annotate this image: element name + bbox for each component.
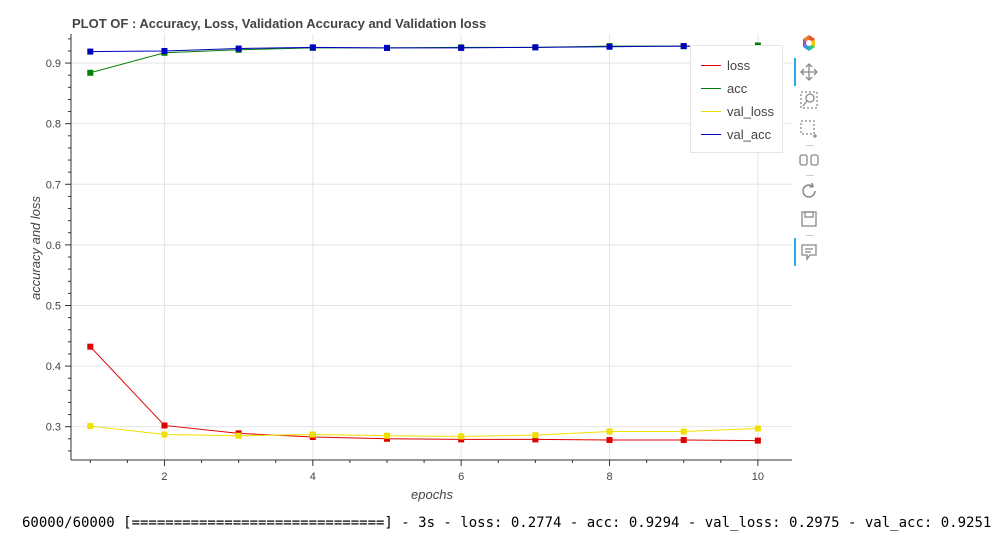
series-line-val-loss [90,425,758,437]
y-tick-label: 0.9 [46,58,61,70]
toolbar-separator-2 [806,175,814,176]
y-axis-label: accuracy and loss [28,195,43,300]
legend-swatch-loss [701,64,721,66]
plot-toolbar [794,32,824,272]
x-tick-label: 6 [458,471,464,483]
series-line-acc [90,45,758,74]
y-tick-label: 0.6 [46,240,61,252]
data-point-val-acc[interactable] [532,44,539,51]
data-point-val-acc[interactable] [87,48,94,55]
data-point-val-loss[interactable] [161,431,168,438]
pan-active-indicator [794,58,796,86]
wheel-zoom-icon[interactable] [798,89,820,111]
legend-item-val-acc[interactable]: val_acc [701,124,771,144]
training-log-line: 60000/60000 [===========================… [22,515,992,531]
data-point-loss[interactable] [680,437,687,444]
grid [71,34,792,460]
series-line-loss [89,346,758,442]
chart-title: PLOT OF : Accuracy, Loss, Validation Acc… [72,16,486,31]
data-point-val-loss[interactable] [458,433,465,440]
x-axis-label: epochs [411,487,453,502]
hover-icon[interactable] [798,241,820,263]
save-icon[interactable] [798,208,820,230]
box-zoom-icon[interactable] [798,118,820,140]
x-tick-label: 8 [606,471,612,483]
legend-swatch-val-loss [701,110,721,112]
data-point-val-acc[interactable] [606,43,613,50]
legend: loss acc val_loss val_acc [690,45,783,153]
pan-icon[interactable] [798,61,820,83]
data-point-val-acc[interactable] [235,45,242,52]
data-point-loss[interactable] [87,343,94,350]
legend-label-val-acc: val_acc [727,126,772,142]
legend-swatch-acc [701,87,721,89]
toolbar-separator-3 [806,235,814,236]
data-point-val-acc[interactable] [458,44,465,51]
y-tick-label: 0.5 [46,300,61,312]
data-point-acc[interactable] [87,69,94,76]
series-lines [89,45,758,442]
data-point-val-acc[interactable] [383,44,390,51]
y-tick-label: 0.4 [46,361,61,373]
y-tick-label: 0.3 [46,422,61,434]
hover-active-indicator [794,238,796,266]
axes: 2 4 6 8 10 0.3 0.4 0.5 0.6 0.7 0.8 0.9 [46,34,792,483]
bokeh-logo-icon[interactable] [798,32,820,54]
data-point-val-loss[interactable] [235,432,242,439]
data-point-loss[interactable] [606,437,613,444]
toolbar-separator-1 [806,145,814,146]
data-point-loss[interactable] [161,422,168,429]
data-point-loss[interactable] [754,437,761,444]
reset-icon[interactable] [798,180,820,202]
series-markers [87,42,761,444]
data-point-val-loss[interactable] [606,428,613,435]
legend-swatch-val-acc [701,133,721,135]
legend-label-val-loss: val_loss [727,103,774,119]
data-point-val-loss[interactable] [680,428,687,435]
x-tick-label: 10 [752,471,764,483]
x-tick-label: 4 [310,471,316,483]
legend-item-loss[interactable]: loss [701,55,750,75]
series-line-val-acc [90,45,758,53]
data-point-val-loss[interactable] [754,425,761,432]
y-tick-label: 0.8 [46,119,61,131]
data-point-val-loss[interactable] [309,431,316,438]
legend-label-loss: loss [727,57,751,73]
legend-item-acc[interactable]: acc [701,78,747,98]
box-select-icon[interactable] [798,149,820,171]
legend-label-acc: acc [727,80,748,96]
x-tick-label: 2 [161,471,167,483]
y-tick-label: 0.7 [46,179,61,191]
data-point-val-acc[interactable] [680,43,687,50]
legend-item-val-loss[interactable]: val_loss [701,101,774,121]
data-point-val-loss[interactable] [532,432,539,439]
data-point-val-loss[interactable] [383,432,390,439]
data-point-val-acc[interactable] [309,44,316,51]
data-point-val-loss[interactable] [87,423,94,430]
data-point-val-acc[interactable] [161,47,168,54]
